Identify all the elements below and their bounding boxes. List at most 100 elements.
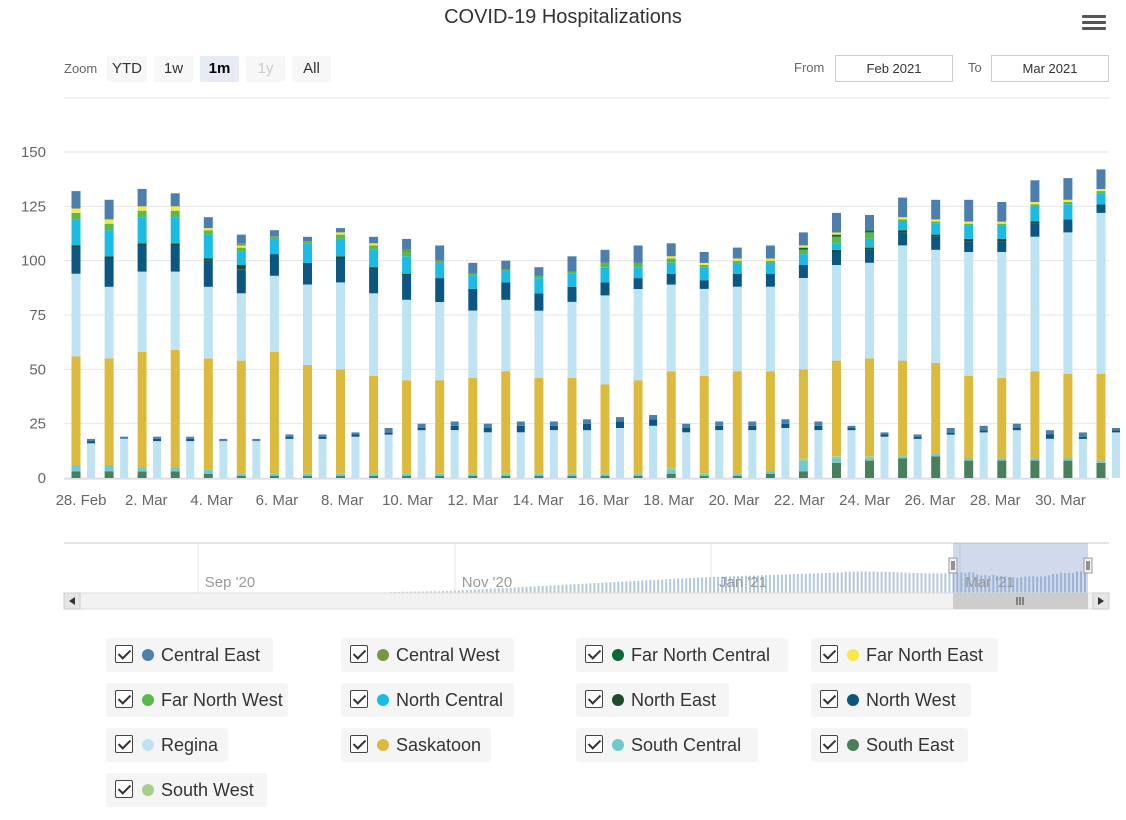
secondary-bar-segment xyxy=(153,436,162,439)
legend-item-far-north-central[interactable]: Far North Central xyxy=(576,638,788,672)
bar-segment xyxy=(369,269,379,294)
legend-item-saskatoon[interactable]: Saskatoon xyxy=(341,728,491,762)
bar-segment xyxy=(369,245,379,250)
secondary-bar-segment xyxy=(351,434,360,437)
legend-item-regina[interactable]: Regina xyxy=(106,728,228,762)
zoom-1m-button[interactable]: 1m xyxy=(200,56,239,82)
bar-segment xyxy=(137,243,147,246)
checkbox-checked-icon[interactable] xyxy=(350,690,368,708)
bar-segment xyxy=(369,236,379,244)
secondary-bar-segment xyxy=(913,438,922,478)
zoom-all-button[interactable]: All xyxy=(292,56,331,82)
legend-item-south-east[interactable]: South East xyxy=(811,728,968,762)
navigator-bar xyxy=(517,587,520,593)
navigator-bar xyxy=(477,589,480,593)
checkbox-checked-icon[interactable] xyxy=(820,690,838,708)
checkbox-checked-icon[interactable] xyxy=(115,735,133,753)
navigator-bar xyxy=(780,574,783,593)
checkbox-checked-icon[interactable] xyxy=(585,690,603,708)
secondary-bar-segment xyxy=(979,430,988,433)
bar-segment xyxy=(931,221,941,224)
checkbox-checked-icon[interactable] xyxy=(585,735,603,753)
bar-segment xyxy=(865,238,874,248)
navigator-bar xyxy=(1056,574,1059,593)
bar-segment xyxy=(104,219,114,224)
bar-segment xyxy=(931,249,941,363)
navigator-bar xyxy=(896,572,899,593)
navigator-bar xyxy=(437,591,440,593)
navigator-bar xyxy=(645,580,648,593)
bar-segment xyxy=(71,471,81,478)
legend-item-north-east[interactable]: North East xyxy=(576,683,729,717)
secondary-bar-segment xyxy=(946,434,955,478)
navigator-bar xyxy=(529,586,532,593)
navigator-bar xyxy=(876,571,879,593)
bar-segment xyxy=(600,267,610,283)
bar-segment xyxy=(1030,223,1040,237)
navigator-bar xyxy=(425,591,428,593)
navigator-bar xyxy=(501,588,504,593)
checkbox-checked-icon[interactable] xyxy=(350,735,368,753)
to-date-input[interactable]: Mar 2021 xyxy=(991,55,1109,82)
bar-segment xyxy=(534,473,544,476)
navigator-bar xyxy=(465,590,468,593)
secondary-bar-segment xyxy=(649,425,658,478)
bar-segment xyxy=(666,273,676,285)
navigator-bar xyxy=(573,584,576,593)
navigator-bar xyxy=(489,588,492,593)
navigator-bar xyxy=(497,588,500,593)
bar-segment xyxy=(236,293,246,361)
navigator-bar xyxy=(788,574,791,593)
navigator-bar xyxy=(1048,575,1051,593)
navigator-bar xyxy=(453,590,456,593)
checkbox-checked-icon[interactable] xyxy=(115,690,133,708)
navigator-bar xyxy=(565,584,568,593)
secondary-bar-segment xyxy=(384,434,393,478)
bar-segment xyxy=(898,197,908,218)
bar-segment xyxy=(964,238,974,242)
from-date-input[interactable]: Feb 2021 xyxy=(835,55,953,82)
bar-segment xyxy=(336,473,345,476)
checkbox-checked-icon[interactable] xyxy=(820,645,838,663)
checkbox-checked-icon[interactable] xyxy=(115,645,133,663)
zoom-ytd-button[interactable]: YTD xyxy=(107,56,147,82)
legend-item-south-west[interactable]: South West xyxy=(106,773,267,807)
checkbox-checked-icon[interactable] xyxy=(820,735,838,753)
zoom-1w-button[interactable]: 1w xyxy=(154,56,193,82)
legend-item-north-central[interactable]: North Central xyxy=(341,683,514,717)
legend-item-south-central[interactable]: South Central xyxy=(576,728,758,762)
bar-segment xyxy=(303,473,312,476)
navigator-bar xyxy=(605,582,608,593)
checkbox-checked-icon[interactable] xyxy=(115,780,133,798)
checkbox-checked-icon[interactable] xyxy=(350,645,368,663)
secondary-bar-segment xyxy=(549,421,558,426)
bar-segment xyxy=(964,225,974,239)
y-tick-label: 100 xyxy=(21,253,46,270)
zoom-1y-button[interactable]: 1y xyxy=(246,56,285,82)
navigator-bar xyxy=(976,574,979,594)
bar-segment xyxy=(534,278,544,294)
bar-segment xyxy=(699,262,709,265)
legend-item-central-west[interactable]: Central West xyxy=(341,638,514,672)
bar-segment xyxy=(865,232,874,239)
navigator-label: Sep '20 xyxy=(205,574,255,591)
legend-item-far-north-west[interactable]: Far North West xyxy=(106,683,288,717)
bar-segment xyxy=(798,471,808,478)
navigator-bar xyxy=(513,587,516,593)
bar-segment xyxy=(170,245,180,272)
legend-item-central-east[interactable]: Central East xyxy=(106,638,273,672)
legend-color-dot-icon xyxy=(142,739,154,751)
navigator-bar xyxy=(840,572,843,593)
navigator-bar xyxy=(964,573,967,593)
hamburger-menu-icon[interactable] xyxy=(1082,12,1106,34)
checkbox-checked-icon[interactable] xyxy=(585,645,603,663)
navigator-bar xyxy=(509,587,512,593)
legend-item-far-north-east[interactable]: Far North East xyxy=(811,638,998,672)
navigator-bar xyxy=(745,575,747,593)
legend-item-north-west[interactable]: North West xyxy=(811,683,971,717)
bar-segment xyxy=(170,271,180,350)
bar-segment xyxy=(732,260,742,263)
navigator-bar xyxy=(900,572,903,593)
navigator-bar xyxy=(1036,576,1039,594)
bar-segment xyxy=(269,275,279,352)
